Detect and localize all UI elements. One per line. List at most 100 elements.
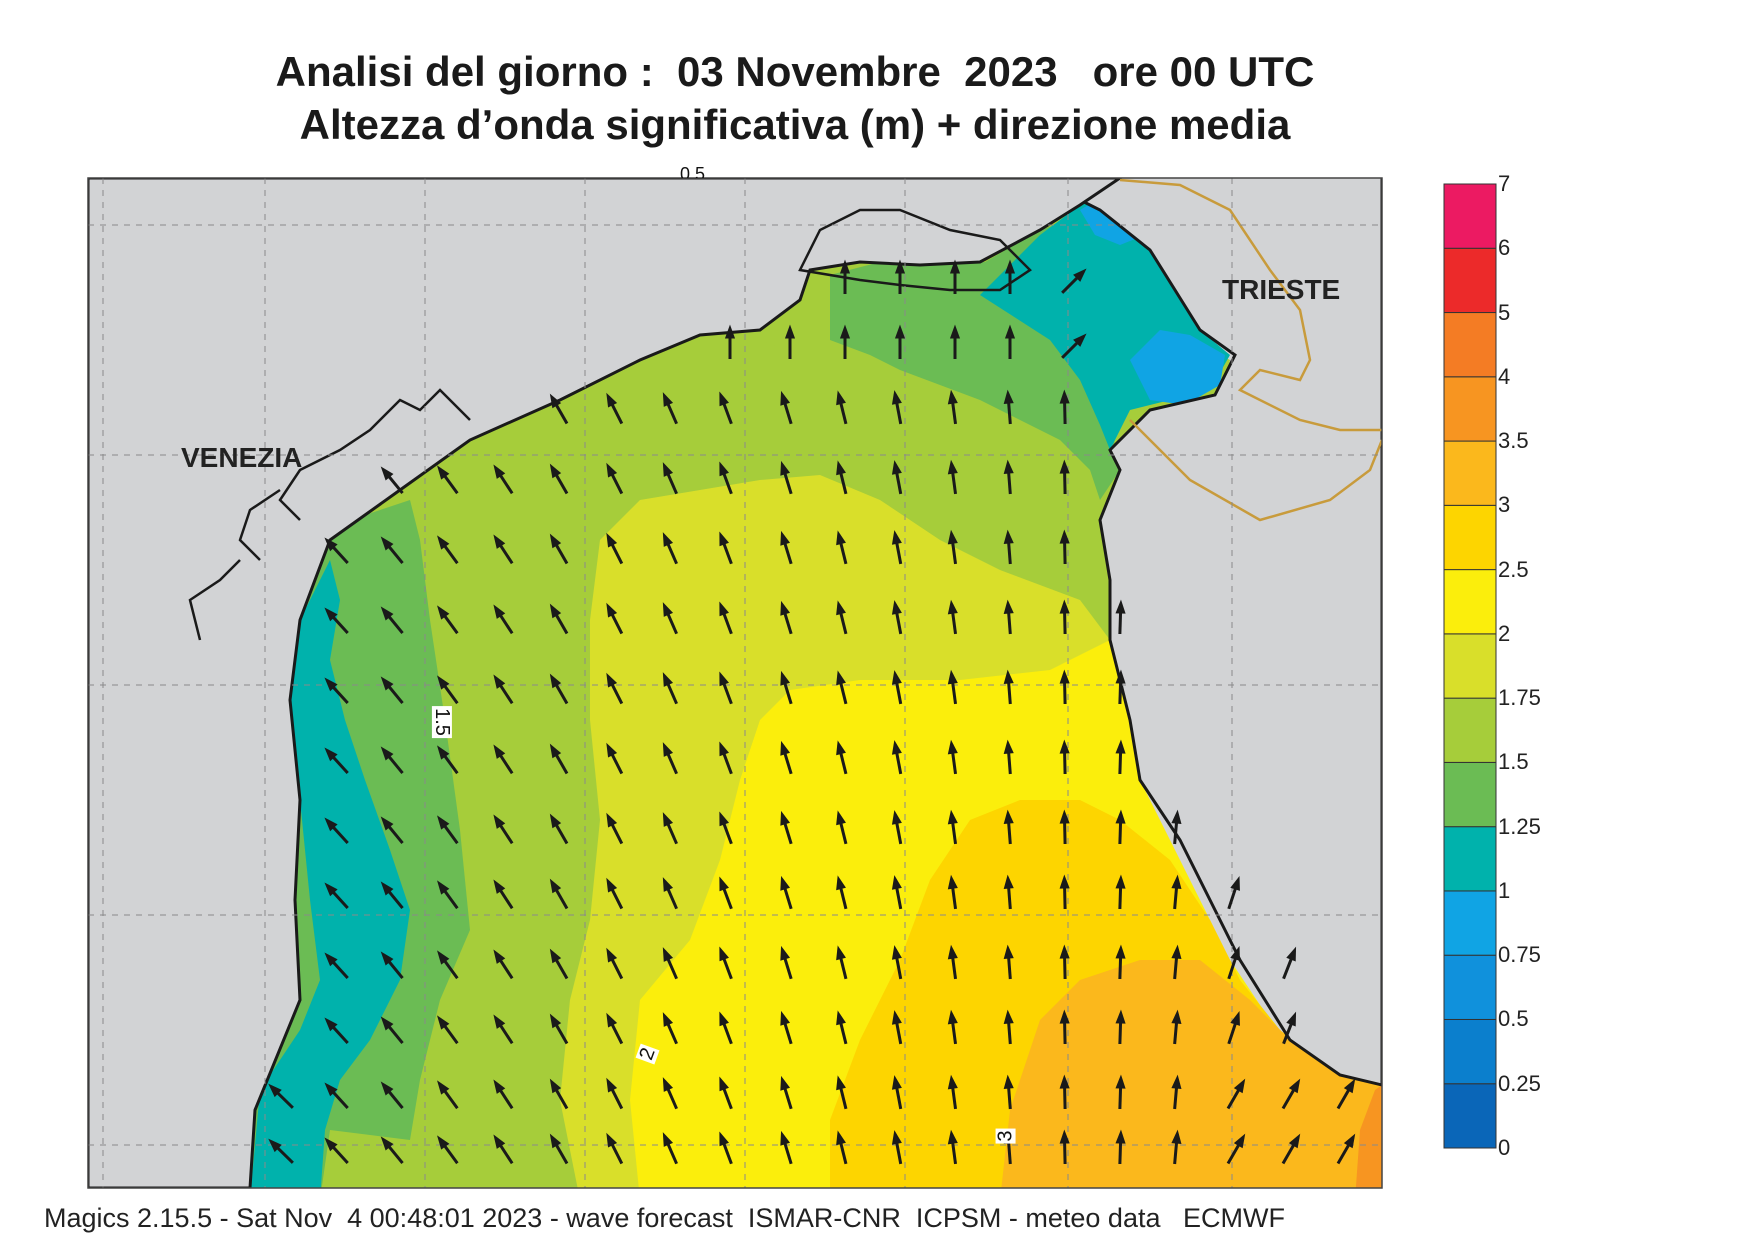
wave-direction-arrow-head (891, 945, 902, 960)
wave-direction-arrow-head (1230, 946, 1240, 961)
wave-direction-arrow-head (1115, 669, 1126, 684)
legend-tick-label: 3 (1498, 492, 1511, 518)
wave-direction-arrow-head (1171, 944, 1182, 960)
wave-direction-arrow-head (268, 1138, 282, 1153)
legend-swatch (1443, 1018, 1497, 1085)
legend-swatch (1443, 376, 1497, 442)
wave-direction-arrow-head (606, 812, 618, 828)
legend-colorbar (1443, 183, 1497, 1149)
wave-direction-arrow-head (1003, 874, 1014, 889)
wave-direction-arrow-head (662, 742, 674, 757)
wave-direction-arrow-head (947, 1129, 958, 1145)
legend-tick-label: 5 (1498, 299, 1511, 325)
wave-direction-arrow-head (891, 460, 902, 475)
wave-direction-arrow-head (493, 464, 506, 479)
wave-direction-arrow-head (836, 1130, 846, 1146)
wave-direction-arrow-head (1059, 809, 1070, 824)
legend-swatch (1443, 761, 1497, 828)
wave-direction-arrow-head (437, 815, 450, 830)
wave-direction-arrow-head (891, 390, 902, 405)
wave-direction-arrow-head (606, 742, 618, 758)
wave-direction-arrow-head (719, 461, 729, 477)
contour-label-0-5: 0.5 (680, 164, 706, 178)
wave-direction-arrow-head (1171, 809, 1182, 825)
wave-direction-arrow-head (947, 874, 958, 890)
wave-direction-arrow-head (780, 945, 791, 961)
wave-direction-arrow-head (719, 531, 729, 547)
wave-direction-arrow-head (662, 1012, 674, 1027)
wave-direction-arrow-head (836, 600, 846, 616)
sea-band-0-75-trieste (1130, 330, 1225, 405)
wave-direction-arrow-head (493, 949, 506, 964)
wave-direction-arrow-head (606, 877, 618, 893)
wave-direction-arrow-head (891, 1010, 902, 1025)
wave-direction-arrow-head (549, 813, 562, 829)
wave-direction-arrow-head (724, 324, 736, 339)
wave-direction-arrow-head (836, 945, 846, 961)
wave-direction-arrow-head (947, 1074, 958, 1090)
wave-direction-arrow-head (780, 1010, 791, 1026)
wave-direction-arrow-head (1115, 1009, 1126, 1024)
label-venezia: VENEZIA (181, 442, 303, 473)
legend-swatch (1443, 954, 1497, 1020)
wave-direction-arrow-head (947, 389, 958, 405)
wave-direction-arrow-head (549, 533, 562, 549)
wave-direction-arrow-head (1059, 669, 1070, 684)
wave-direction-arrow-head (662, 392, 674, 407)
wave-direction-arrow-head (1059, 874, 1070, 889)
wave-direction-arrow-head (606, 462, 618, 478)
wave-direction-arrow-head (606, 532, 618, 548)
wave-direction-arrow-head (662, 812, 674, 827)
legend-swatch (1443, 183, 1497, 249)
wave-direction-arrow-head (891, 740, 902, 755)
wave-direction-arrow-head (1286, 1011, 1297, 1027)
wave-direction-arrow-head (719, 876, 729, 892)
legend-tick-label: 0 (1498, 1135, 1511, 1160)
wave-direction-arrow-head (380, 746, 394, 761)
wave-direction-arrow-head (780, 810, 791, 826)
wave-direction-arrow-head (1059, 459, 1070, 474)
wave-direction-arrow-head (1230, 1011, 1240, 1026)
wave-direction-arrow-head (1343, 1078, 1356, 1094)
wave-direction-arrow-head (493, 604, 506, 619)
wave-direction-arrow-head (493, 744, 506, 759)
wave-direction-arrow-head (324, 747, 338, 762)
contour-label-1-5: 1.5 (430, 706, 453, 738)
wave-direction-arrow-head (606, 672, 618, 688)
sea-band-1-west (251, 560, 410, 1188)
wave-direction-arrow-head (839, 324, 851, 339)
wave-direction-arrow-head (891, 530, 902, 545)
wave-direction-arrow-head (1059, 1074, 1070, 1089)
wave-direction-arrow-head (949, 324, 961, 339)
legend-tick-label: 0.75 (1498, 942, 1541, 968)
wave-direction-arrow-head (1171, 1074, 1182, 1090)
wave-direction-arrow-head (891, 810, 902, 825)
land-venice (88, 178, 1123, 1188)
wave-direction-arrow-head (1059, 389, 1070, 404)
map-title: Analisi del giorno : 03 Novembre 2023 or… (275, 48, 1315, 95)
wave-direction-arrow-head (493, 534, 506, 549)
wave-direction-arrow-head (1073, 333, 1087, 347)
wave-direction-arrow-head (1003, 389, 1014, 404)
wave-direction-arrow-head (780, 530, 791, 546)
wave-direction-arrow-head (606, 947, 618, 963)
wave-direction-arrow-head (380, 536, 394, 551)
wave-direction-arrow-head (1004, 259, 1016, 274)
legend-swatch (1443, 504, 1497, 571)
wave-direction-arrow-head (1004, 324, 1016, 339)
wave-direction-arrow-head (549, 673, 562, 689)
legend-swatch (1443, 633, 1497, 699)
wave-direction-arrow-head (324, 677, 338, 692)
wave-direction-arrow-head (324, 537, 338, 552)
wave-direction-arrow-head (891, 600, 902, 615)
wave-direction-arrow-head (719, 1076, 729, 1092)
wave-direction-arrow-head (1003, 1074, 1014, 1089)
wave-direction-arrow-head (1003, 669, 1014, 684)
legend-tick-label: 0.25 (1498, 1070, 1541, 1096)
legend-swatch (1443, 826, 1497, 892)
legend-swatch (1443, 1083, 1497, 1149)
wave-direction-arrow-head (1171, 874, 1182, 890)
wave-direction-arrow-head (780, 460, 791, 476)
wave-direction-arrow-head (437, 535, 450, 550)
wave-direction-arrow-head (947, 944, 958, 960)
